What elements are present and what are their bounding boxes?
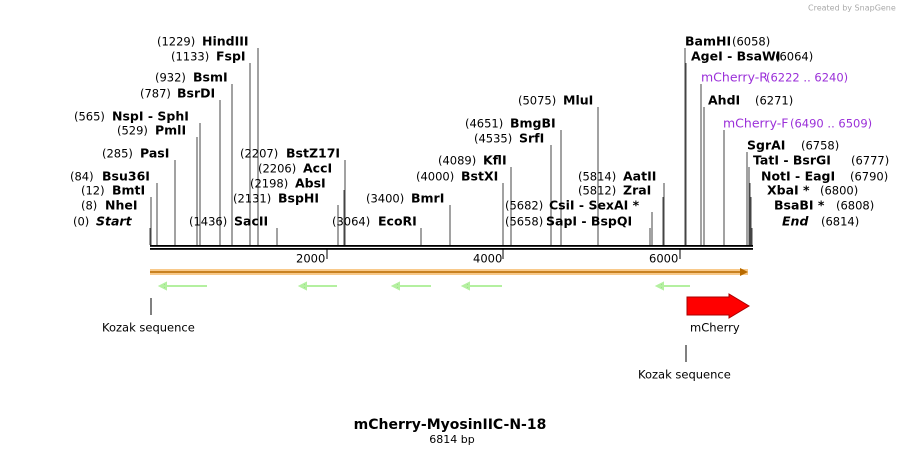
site-position: (6808): [836, 199, 874, 213]
site-position: (565): [74, 110, 105, 124]
site-name: Start: [96, 214, 133, 229]
sites: (1229) HindIII(1133) FspI (932) BsmI (787) Bsr…: [70, 34, 889, 245]
site-position: (84): [70, 170, 94, 184]
site-position: (6814): [821, 215, 859, 229]
site-name: SrfI: [519, 131, 544, 146]
site-position: (6271): [755, 94, 793, 108]
site-name: PasI: [140, 146, 169, 161]
ruler: 2000 4000 6000: [296, 249, 681, 266]
site-name: NheI: [105, 198, 138, 213]
site-name: HindIII: [202, 34, 249, 49]
sequence-line: [150, 245, 753, 247]
site-position: (2131): [233, 192, 271, 206]
ruler-label: 6000: [649, 252, 678, 266]
site-position: (4535): [474, 132, 512, 146]
site-name: Bsu36I: [102, 169, 150, 184]
site-name: CsiI - SexAI *: [549, 198, 640, 213]
site-name: mCherry-F: [723, 116, 788, 131]
orf-arrow: [740, 268, 748, 276]
site-position: (5814): [578, 170, 616, 184]
site-name: SacII: [234, 214, 268, 229]
site-name: BmtI: [112, 183, 145, 198]
title: mCherry-MyosinIIC-N-18: [354, 417, 547, 433]
site-name: SgrAI: [747, 138, 785, 153]
site-name: BspHI: [278, 191, 319, 206]
site-name: BstZ17I: [286, 146, 340, 161]
site-name: FspI: [216, 49, 246, 64]
site-position: (787): [140, 87, 171, 101]
site-name: KflI: [483, 153, 507, 168]
site-position: (6777): [851, 154, 889, 168]
site-name: SapI - BspQI: [546, 214, 632, 229]
site-position: (6058): [732, 35, 770, 49]
site-name: ZraI: [623, 183, 651, 198]
site-position: (285): [102, 147, 133, 161]
site-position: (1436): [189, 215, 227, 229]
feature-label: Kozak sequence: [638, 368, 731, 382]
site-name: AgeI - BsaWI: [691, 49, 780, 64]
site-name: AatII: [623, 169, 656, 184]
site-name: BstXI: [461, 169, 498, 184]
feature-label: Kozak sequence: [102, 321, 195, 335]
site-position: (2198): [250, 177, 288, 191]
feature-label: mCherry: [690, 321, 740, 335]
site-position: (3400): [366, 192, 404, 206]
primer: [297, 281, 337, 291]
site-position: (4089): [438, 154, 476, 168]
site-position: (6490 .. 6509): [790, 117, 872, 131]
site-position: (5812): [578, 184, 616, 198]
site-name: PmlI: [155, 123, 186, 138]
site-name: AhdI: [708, 93, 740, 108]
mcherry-arrow: [686, 293, 750, 319]
site-name: AccI: [303, 161, 332, 176]
site-name: TatI - BsrGI: [753, 153, 831, 168]
site-name: mCherry-R: [701, 70, 768, 85]
length: 6814 bp: [429, 433, 474, 446]
site-position: (932): [155, 71, 186, 85]
site-name: End: [782, 214, 809, 229]
credit: Created by SnapGene: [808, 4, 896, 13]
site-name: AbsI: [295, 176, 326, 191]
site-position: (4000): [416, 170, 454, 184]
site-name: XbaI *: [767, 183, 810, 198]
site-name: BamHI: [685, 34, 731, 49]
site-position: (2207): [240, 147, 278, 161]
site-position: (1229): [157, 35, 195, 49]
site-name: EcoRI: [378, 214, 417, 229]
site-position: (6790): [850, 170, 888, 184]
sequence-line: [150, 248, 753, 250]
site-name: MluI: [563, 93, 593, 108]
site-position: (6064): [775, 50, 813, 64]
site-name: BsmI: [193, 70, 228, 85]
site-position: (1133): [171, 50, 209, 64]
site-position: (12): [81, 184, 105, 198]
primer: [390, 281, 431, 291]
feature-track: Kozak sequence mCherry Kozak sequence: [102, 268, 750, 382]
site-name: BmrI: [411, 191, 444, 206]
site-position: (6800): [820, 184, 858, 198]
site-name: NotI - EagI: [761, 169, 835, 184]
site-position: (5682): [505, 199, 543, 213]
ruler-label: 4000: [473, 252, 502, 266]
primers: [157, 281, 690, 291]
ruler-label: 2000: [296, 252, 325, 266]
site-position: (2206): [258, 162, 296, 176]
site-position: (6222 .. 6240): [766, 71, 848, 85]
site-position: (529): [117, 124, 148, 138]
site-position: (5075): [518, 94, 556, 108]
site-position: (4651): [465, 117, 503, 131]
primer: [654, 281, 690, 291]
site-position: (8): [81, 199, 97, 213]
site-position: (6758): [801, 139, 839, 153]
site-name: BmgBI: [510, 116, 556, 131]
site-position: (0): [73, 215, 89, 229]
site-position: (3064): [332, 215, 370, 229]
site-name: BsrDI: [177, 86, 215, 101]
primer: [157, 281, 207, 291]
primer: [460, 281, 502, 291]
site-name: NspI - SphI: [112, 109, 189, 124]
site-name: BsaBI *: [774, 198, 825, 213]
site-position: (5658): [505, 215, 543, 229]
